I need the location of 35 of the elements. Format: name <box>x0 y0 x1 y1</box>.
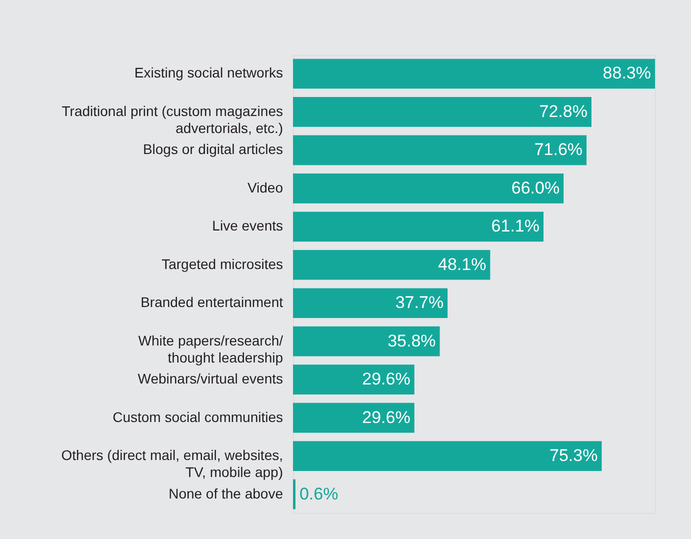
y-tick-label: Branded entertainment <box>140 294 284 310</box>
bar <box>293 364 414 394</box>
data-label: 48.1% <box>438 254 486 274</box>
data-label: 29.6% <box>362 370 410 389</box>
y-tick-label: Live events <box>212 218 283 234</box>
bar <box>293 326 440 356</box>
y-tick-label: None of the above <box>168 485 284 502</box>
data-label: 61.1% <box>491 216 540 236</box>
y-tick-label: Webinars/virtual events <box>138 370 283 387</box>
bar <box>293 135 587 166</box>
y-tick-label: Others (direct mail, email, websites, TV, mobile app) <box>61 447 283 480</box>
y-tick-label: White papers/research/ thought leadership <box>138 332 284 366</box>
y-tick-label: Blogs or digital articles <box>142 141 283 158</box>
bar <box>293 212 544 242</box>
data-label: 72.8% <box>539 102 588 121</box>
y-tick-label: Existing social networks <box>134 64 283 81</box>
data-label: 37.7% <box>395 293 444 312</box>
bar <box>293 58 655 89</box>
y-tick-label: Traditional print (custom magazines advertorials, etc.) <box>62 102 283 136</box>
y-tick-label: Video <box>247 179 284 196</box>
y-tick-label: Custom social communities <box>112 408 283 425</box>
data-label: 0.6% <box>299 484 338 504</box>
bar <box>293 97 592 127</box>
data-label: 29.6% <box>362 408 410 427</box>
data-label: 88.3% <box>602 64 651 83</box>
data-label: 66.0% <box>511 178 560 198</box>
bar <box>293 402 414 433</box>
data-label: 71.6% <box>534 140 583 160</box>
bar <box>293 174 564 204</box>
data-label: 35.8% <box>388 331 436 350</box>
data-label: 75.3% <box>550 446 598 466</box>
bar <box>293 250 490 280</box>
y-tick-label: Targeted microsites <box>162 256 283 272</box>
bar <box>293 288 448 318</box>
bar <box>293 441 602 471</box>
